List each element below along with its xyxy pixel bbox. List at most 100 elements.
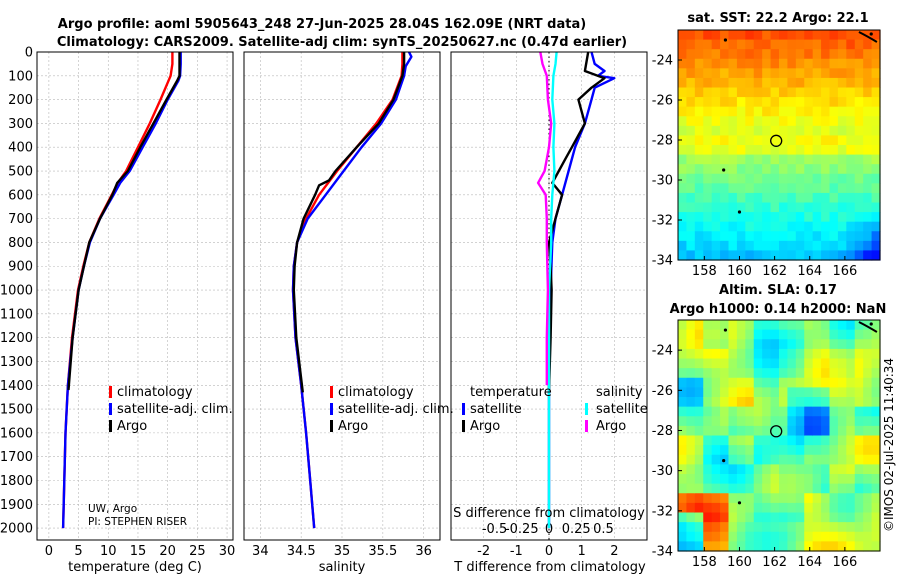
map-cell xyxy=(711,97,721,108)
map-cell xyxy=(854,221,864,232)
map-cell xyxy=(779,97,789,108)
map-cell xyxy=(854,125,864,137)
map-cell xyxy=(863,49,873,60)
map-cell xyxy=(703,125,713,137)
map-cell xyxy=(829,435,839,446)
map-cell xyxy=(686,77,696,89)
map-cell xyxy=(678,39,688,50)
map-cell xyxy=(762,173,772,184)
map-cell xyxy=(812,435,822,446)
map-cell xyxy=(686,116,696,127)
map-cell xyxy=(829,125,839,137)
map-cell xyxy=(863,212,873,223)
map-cell xyxy=(854,522,864,533)
map-cell xyxy=(787,531,797,542)
map-cell xyxy=(846,154,856,165)
map-cell xyxy=(871,464,881,475)
map-cell xyxy=(711,231,721,242)
map-cell xyxy=(795,231,805,242)
y-tick-label: 300 xyxy=(8,117,33,132)
map-cell xyxy=(871,358,881,369)
map-cell xyxy=(753,483,763,494)
map-cell xyxy=(837,358,847,369)
map-cell xyxy=(837,116,847,127)
map-cell xyxy=(871,425,881,437)
map-cell xyxy=(711,212,721,223)
map-cell xyxy=(736,135,746,146)
map-cell xyxy=(787,58,797,69)
map-cell xyxy=(736,106,746,117)
map-cell xyxy=(686,106,696,117)
map-cell xyxy=(720,502,730,514)
map-cell xyxy=(821,445,831,456)
map-cell xyxy=(821,125,831,137)
map-cell xyxy=(694,250,704,261)
map-cell xyxy=(795,377,805,388)
map-cell xyxy=(770,192,780,204)
map-cell xyxy=(871,406,881,417)
map-cell xyxy=(686,39,696,50)
legend-swatch-satellite xyxy=(109,403,112,415)
map-cell xyxy=(871,541,881,552)
map-cell xyxy=(871,483,881,494)
map-cell xyxy=(795,483,805,494)
map-cell xyxy=(804,368,814,379)
map-cell xyxy=(804,145,814,156)
temperature-xlabel: temperature (deg C) xyxy=(68,560,202,575)
map-cell xyxy=(863,183,873,194)
map-cell xyxy=(736,87,746,98)
map-cell xyxy=(854,348,864,360)
map-cell xyxy=(711,474,721,485)
map-cell xyxy=(821,87,831,98)
map-cell xyxy=(678,339,688,350)
map-cell xyxy=(745,49,755,60)
temperature-panel: 0100200300400500600700800900100011001200… xyxy=(0,46,235,560)
map-cell xyxy=(871,97,881,108)
map-cell xyxy=(770,493,780,504)
y-tick-label: -26 xyxy=(652,94,673,109)
map-cell xyxy=(711,202,721,213)
map-cell xyxy=(728,474,738,485)
map-cell xyxy=(779,425,789,437)
map-cell xyxy=(821,377,831,388)
map-cell xyxy=(829,154,839,165)
map-cell xyxy=(678,202,688,213)
map-cell xyxy=(753,173,763,184)
map-cell xyxy=(821,116,831,127)
map-cell xyxy=(678,512,688,523)
map-cell xyxy=(711,320,721,331)
map-cell xyxy=(736,397,746,408)
map-cell xyxy=(804,240,814,252)
map-cell xyxy=(871,416,881,427)
map-cell xyxy=(678,368,688,379)
map-cell xyxy=(829,221,839,232)
map-cell xyxy=(720,173,730,184)
map-cell xyxy=(762,97,772,108)
map-cell xyxy=(736,531,746,542)
map-cell xyxy=(854,240,864,252)
map-cell xyxy=(745,531,755,542)
map-cell xyxy=(837,164,847,175)
map-cell xyxy=(787,164,797,175)
map-cell xyxy=(821,493,831,504)
map-cell xyxy=(745,368,755,379)
map-cell xyxy=(854,212,864,223)
map-cell xyxy=(736,387,746,398)
map-cell xyxy=(787,387,797,398)
map-cell xyxy=(711,358,721,369)
map-cell xyxy=(753,329,763,340)
map-cell xyxy=(795,87,805,98)
map-cell xyxy=(812,221,822,232)
map-cell xyxy=(837,87,847,98)
map-cell xyxy=(686,154,696,165)
map-cell xyxy=(863,368,873,379)
map-cell xyxy=(863,164,873,175)
map-cell xyxy=(846,77,856,89)
map-cell xyxy=(863,97,873,108)
map-cell xyxy=(770,145,780,156)
legend-label-argo: Argo xyxy=(338,419,368,434)
map-cell xyxy=(787,221,797,232)
map-cell xyxy=(812,406,822,417)
map-cell xyxy=(703,493,713,504)
map-cell xyxy=(821,531,831,542)
